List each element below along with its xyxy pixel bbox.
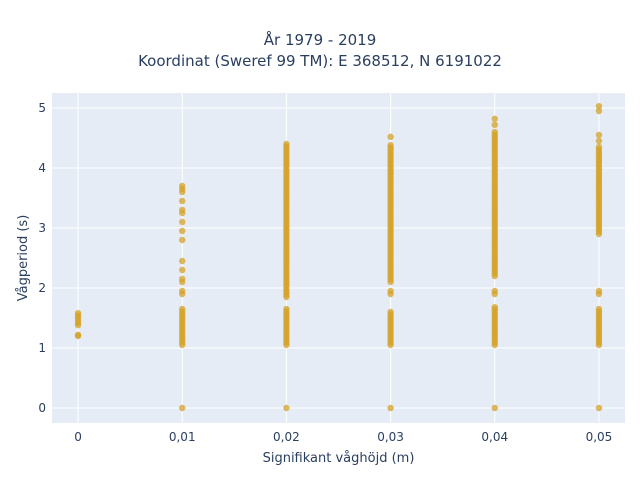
data-point (179, 206, 186, 214)
data-point (179, 266, 186, 274)
plot-area (52, 93, 625, 423)
x-axis-title: Signifikant våghöjd (m) (263, 451, 415, 466)
y-tick-label: 4 (38, 161, 46, 175)
data-point (179, 404, 186, 412)
y-tick-label: 5 (38, 101, 46, 115)
data-point (283, 140, 290, 148)
data-point (387, 142, 394, 149)
data-point (74, 310, 82, 317)
chart-title-line-1: År 1979 - 2019 (263, 31, 377, 49)
data-point (179, 182, 186, 190)
chart-title: År 1979 - 2019 Koordinat (Sweref 99 TM):… (0, 30, 640, 72)
data-point (491, 404, 498, 412)
data-point (595, 107, 603, 115)
y-tick-label: 1 (38, 341, 46, 355)
data-point (595, 143, 603, 151)
data-point (595, 287, 603, 295)
x-tick-label: 0,02 (273, 430, 300, 444)
x-tick-label: 0,04 (481, 430, 508, 444)
chart-title-line-2: Koordinat (Sweref 99 TM): E 368512, N 61… (138, 52, 502, 70)
data-point (595, 103, 603, 110)
x-tick-label: 0,05 (586, 430, 613, 444)
y-tick-label: 2 (38, 281, 46, 295)
data-point (595, 131, 603, 139)
data-point (491, 115, 498, 123)
data-point (387, 404, 394, 412)
data-point (595, 305, 603, 313)
data-point (179, 257, 186, 265)
data-point (595, 404, 603, 412)
y-tick-label: 3 (38, 221, 46, 235)
data-point (74, 331, 82, 338)
x-tick-label: 0 (74, 430, 82, 444)
data-point (387, 308, 394, 316)
data-points (74, 103, 603, 412)
data-point (491, 287, 498, 295)
data-point (491, 128, 498, 136)
data-point (179, 305, 186, 313)
data-point (387, 133, 394, 140)
y-tick-label: 0 (38, 401, 46, 415)
data-point (595, 137, 603, 145)
data-point (179, 287, 186, 295)
data-point (491, 304, 498, 311)
data-point (179, 227, 186, 235)
y-axis-ticks: 0 1 2 3 4 5 (38, 101, 46, 415)
data-point (283, 404, 290, 412)
data-point (179, 275, 186, 283)
data-point (179, 197, 186, 205)
x-tick-label: 0,01 (169, 430, 196, 444)
x-axis-ticks: 0 0,01 0,02 0,03 0,04 0,05 (74, 430, 612, 444)
data-point (387, 287, 394, 295)
data-point (283, 305, 290, 313)
data-point (179, 236, 186, 244)
y-axis-title: Vågperiod (s) (16, 215, 31, 302)
data-point (491, 121, 498, 128)
x-tick-label: 0,03 (377, 430, 404, 444)
data-point (179, 218, 186, 226)
